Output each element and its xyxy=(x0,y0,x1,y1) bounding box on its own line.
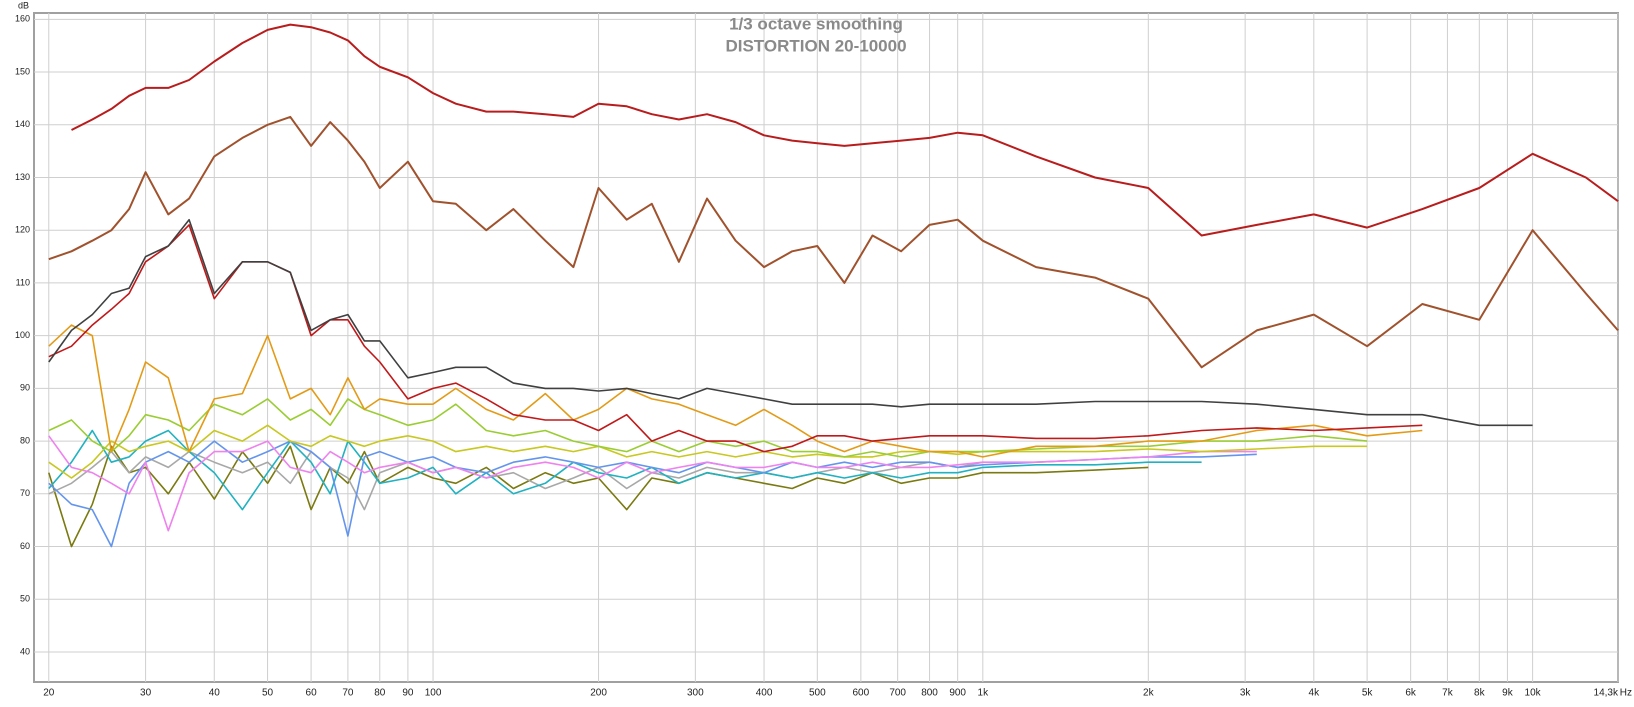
x-tick-label: 14,3k xyxy=(1594,688,1619,699)
y-tick-label: 80 xyxy=(20,435,30,445)
x-tick-label: 1k xyxy=(978,688,990,699)
series-line xyxy=(71,23,1619,237)
y-tick-label: 90 xyxy=(20,383,30,393)
x-tick-label: 9k xyxy=(1502,688,1514,699)
y-tick-label: 130 xyxy=(15,172,30,182)
x-tick-label: 4k xyxy=(1309,688,1321,699)
x-tick-label: 3k xyxy=(1240,688,1252,699)
y-tick-label: 140 xyxy=(15,119,30,129)
series-line xyxy=(48,435,1257,532)
y-unit: dB xyxy=(18,0,29,10)
y-tick-label: 60 xyxy=(20,541,30,551)
x-tick-label: 90 xyxy=(402,688,414,699)
x-tick-label: 7k xyxy=(1442,688,1454,699)
x-tick-label: 400 xyxy=(756,688,773,699)
y-tick-label: 160 xyxy=(15,14,30,24)
x-tick-label: 10k xyxy=(1525,688,1542,699)
x-tick-label: 900 xyxy=(949,688,966,699)
series-line xyxy=(48,424,1368,479)
y-tick-label: 110 xyxy=(16,277,30,287)
y-tick-label: 100 xyxy=(15,330,30,340)
series-line xyxy=(48,115,1619,369)
x-tick-label: 300 xyxy=(687,688,704,699)
x-tick-label: 800 xyxy=(921,688,938,699)
x-tick-label: 8k xyxy=(1474,688,1486,699)
x-tick-label: 6k xyxy=(1405,688,1417,699)
x-tick-label: 80 xyxy=(374,688,386,699)
chart-title: 1/3 octave smoothing xyxy=(729,14,903,33)
series-line xyxy=(48,218,1533,427)
chart-subtitle: DISTORTION 20-10000 xyxy=(725,36,906,55)
y-tick-label: 120 xyxy=(15,225,30,235)
x-tick-label: 700 xyxy=(889,688,906,699)
x-tick-label: 500 xyxy=(809,688,826,699)
x-tick-label: 30 xyxy=(140,688,152,699)
x-tick-label: 5k xyxy=(1362,688,1374,699)
x-unit: Hz xyxy=(1620,688,1632,699)
x-tick-label: 40 xyxy=(209,688,221,699)
x-tick-label: 200 xyxy=(590,688,607,699)
series-line xyxy=(48,398,1368,458)
y-tick-label: 70 xyxy=(20,488,30,498)
series-line xyxy=(48,445,1149,548)
series-line xyxy=(48,440,1257,548)
y-tick-label: 150 xyxy=(15,66,30,76)
series-line xyxy=(48,224,1423,453)
x-tick-label: 600 xyxy=(853,688,870,699)
x-tick-label: 2k xyxy=(1143,688,1155,699)
y-tick-label: 50 xyxy=(20,594,30,604)
x-tick-label: 100 xyxy=(425,688,442,699)
x-tick-label: 60 xyxy=(306,688,318,699)
x-tick-label: 50 xyxy=(262,688,274,699)
x-tick-label: 70 xyxy=(342,688,354,699)
x-tick-label: 20 xyxy=(43,688,55,699)
y-tick-label: 40 xyxy=(20,646,30,656)
